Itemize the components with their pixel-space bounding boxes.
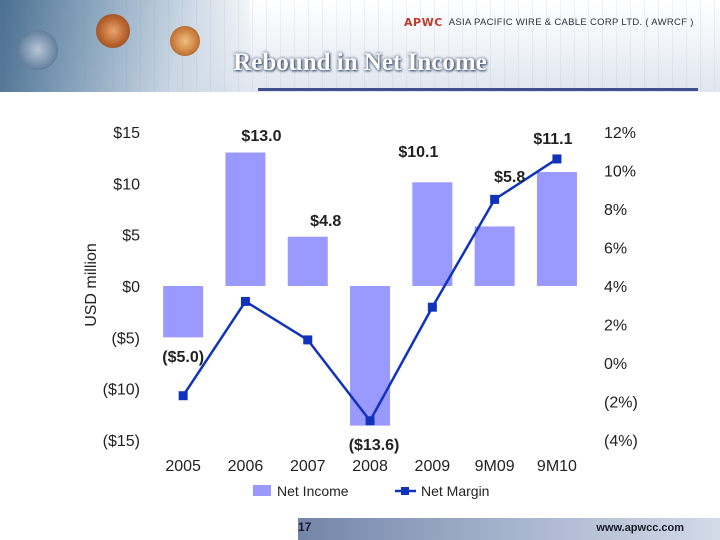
y-tick-label: $10 xyxy=(113,176,140,193)
net-margin-marker xyxy=(490,194,500,204)
data-label: $5.8 xyxy=(494,169,525,186)
y2-tick-label: (2%) xyxy=(604,395,638,412)
title-underline xyxy=(258,88,698,91)
y2-tick-label: 8% xyxy=(604,202,627,219)
net-margin-marker xyxy=(303,335,313,345)
x-tick-label: 2009 xyxy=(415,458,451,475)
net-income-bar xyxy=(412,182,453,286)
copper-coil-image xyxy=(96,14,130,48)
net-income-bar xyxy=(163,286,204,338)
net-income-bar xyxy=(225,152,266,286)
y2-tick-label: 4% xyxy=(604,279,627,296)
net-income-bar xyxy=(474,226,515,286)
header-photo-wire-coils xyxy=(0,0,250,92)
y-tick-label: ($10) xyxy=(103,382,140,399)
net-margin-marker xyxy=(427,302,437,312)
legend-label: Net Income xyxy=(277,483,349,499)
net-income-bar xyxy=(350,286,391,426)
data-label: ($13.6) xyxy=(349,437,400,454)
legend-label: Net Margin xyxy=(421,483,489,499)
x-tick-label: 2008 xyxy=(352,458,388,475)
slide-title: Rebound in Net Income xyxy=(233,49,487,76)
x-tick-label: 9M09 xyxy=(475,458,515,475)
company-logo: APWC ASIA PACIFIC WIRE & CABLE CORP LTD.… xyxy=(404,14,700,30)
y2-tick-label: 2% xyxy=(604,318,627,335)
net-margin-marker xyxy=(178,391,188,401)
x-tick-label: 2007 xyxy=(290,458,326,475)
y2-tick-label: 12% xyxy=(604,125,636,142)
y2-tick-label: 0% xyxy=(604,356,627,373)
website-url: www.apwcc.com xyxy=(596,522,684,534)
x-tick-label: 2005 xyxy=(165,458,201,475)
y-tick-label: ($5) xyxy=(112,330,140,347)
legend-swatch-net-income xyxy=(253,485,271,496)
y2-tick-label: (4%) xyxy=(604,433,638,450)
data-label: $10.1 xyxy=(398,144,438,161)
y-tick-label: ($15) xyxy=(103,433,140,450)
slide-header: APWC ASIA PACIFIC WIRE & CABLE CORP LTD.… xyxy=(0,0,720,92)
data-label: ($5.0) xyxy=(162,349,204,366)
header-texture xyxy=(0,0,720,92)
footer-bar xyxy=(298,518,720,540)
wire-spool-image xyxy=(18,30,58,70)
y-axis-title: USD million xyxy=(83,243,100,327)
data-label: $4.8 xyxy=(310,213,341,230)
data-label: $13.0 xyxy=(241,128,281,145)
net-income-bar xyxy=(287,236,328,286)
x-tick-label: 2006 xyxy=(228,458,264,475)
cable-reel-image xyxy=(170,26,200,56)
y-tick-label: $5 xyxy=(122,228,140,245)
apwc-logo-mark: APWC xyxy=(404,15,443,29)
y2-tick-label: 6% xyxy=(604,241,627,258)
net-margin-marker xyxy=(365,416,375,426)
y2-tick-label: 10% xyxy=(604,164,636,181)
page-number: 17 xyxy=(298,520,312,534)
net-margin-marker xyxy=(240,296,250,306)
y-tick-label: $0 xyxy=(122,279,140,296)
net-income-bar xyxy=(536,172,577,286)
legend-marker-net-margin xyxy=(401,487,409,495)
y-tick-label: $15 xyxy=(113,125,140,142)
company-name: ASIA PACIFIC WIRE & CABLE CORP LTD. ( AW… xyxy=(448,16,694,28)
x-tick-label: 9M10 xyxy=(537,458,577,475)
net-margin-marker xyxy=(552,154,562,164)
data-label: $11.1 xyxy=(533,131,572,148)
